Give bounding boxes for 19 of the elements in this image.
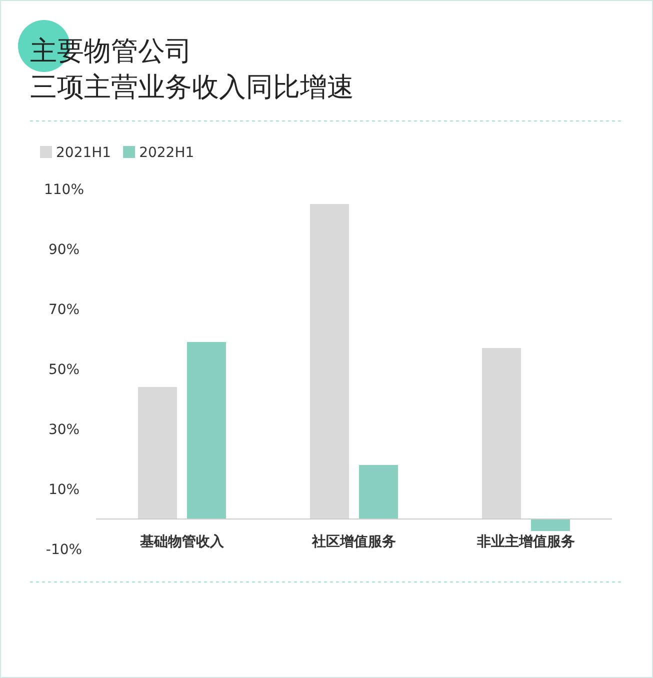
bar <box>531 519 570 531</box>
bar <box>482 348 521 519</box>
y-tick-label: 90% <box>48 242 80 258</box>
x-tick-label: 基础物管收入 <box>139 534 225 550</box>
y-tick-label: -10% <box>46 542 82 558</box>
legend-label: 2022H1 <box>139 145 194 161</box>
bar <box>359 465 398 519</box>
chart-subtitle: 三项主营业务收入同比增速 <box>30 72 354 103</box>
y-tick-label: 110% <box>44 182 84 198</box>
y-tick-label: 10% <box>48 482 80 498</box>
bar <box>310 204 349 519</box>
y-tick-label: 30% <box>48 422 80 438</box>
y-tick-label: 50% <box>48 362 80 378</box>
legend-label: 2021H1 <box>56 145 112 161</box>
y-tick-label: 70% <box>48 302 80 318</box>
bar <box>187 342 226 519</box>
x-tick-label: 非业主增值服务 <box>476 533 575 550</box>
bar <box>138 387 177 519</box>
x-tick-label: 社区增值服务 <box>311 534 396 550</box>
